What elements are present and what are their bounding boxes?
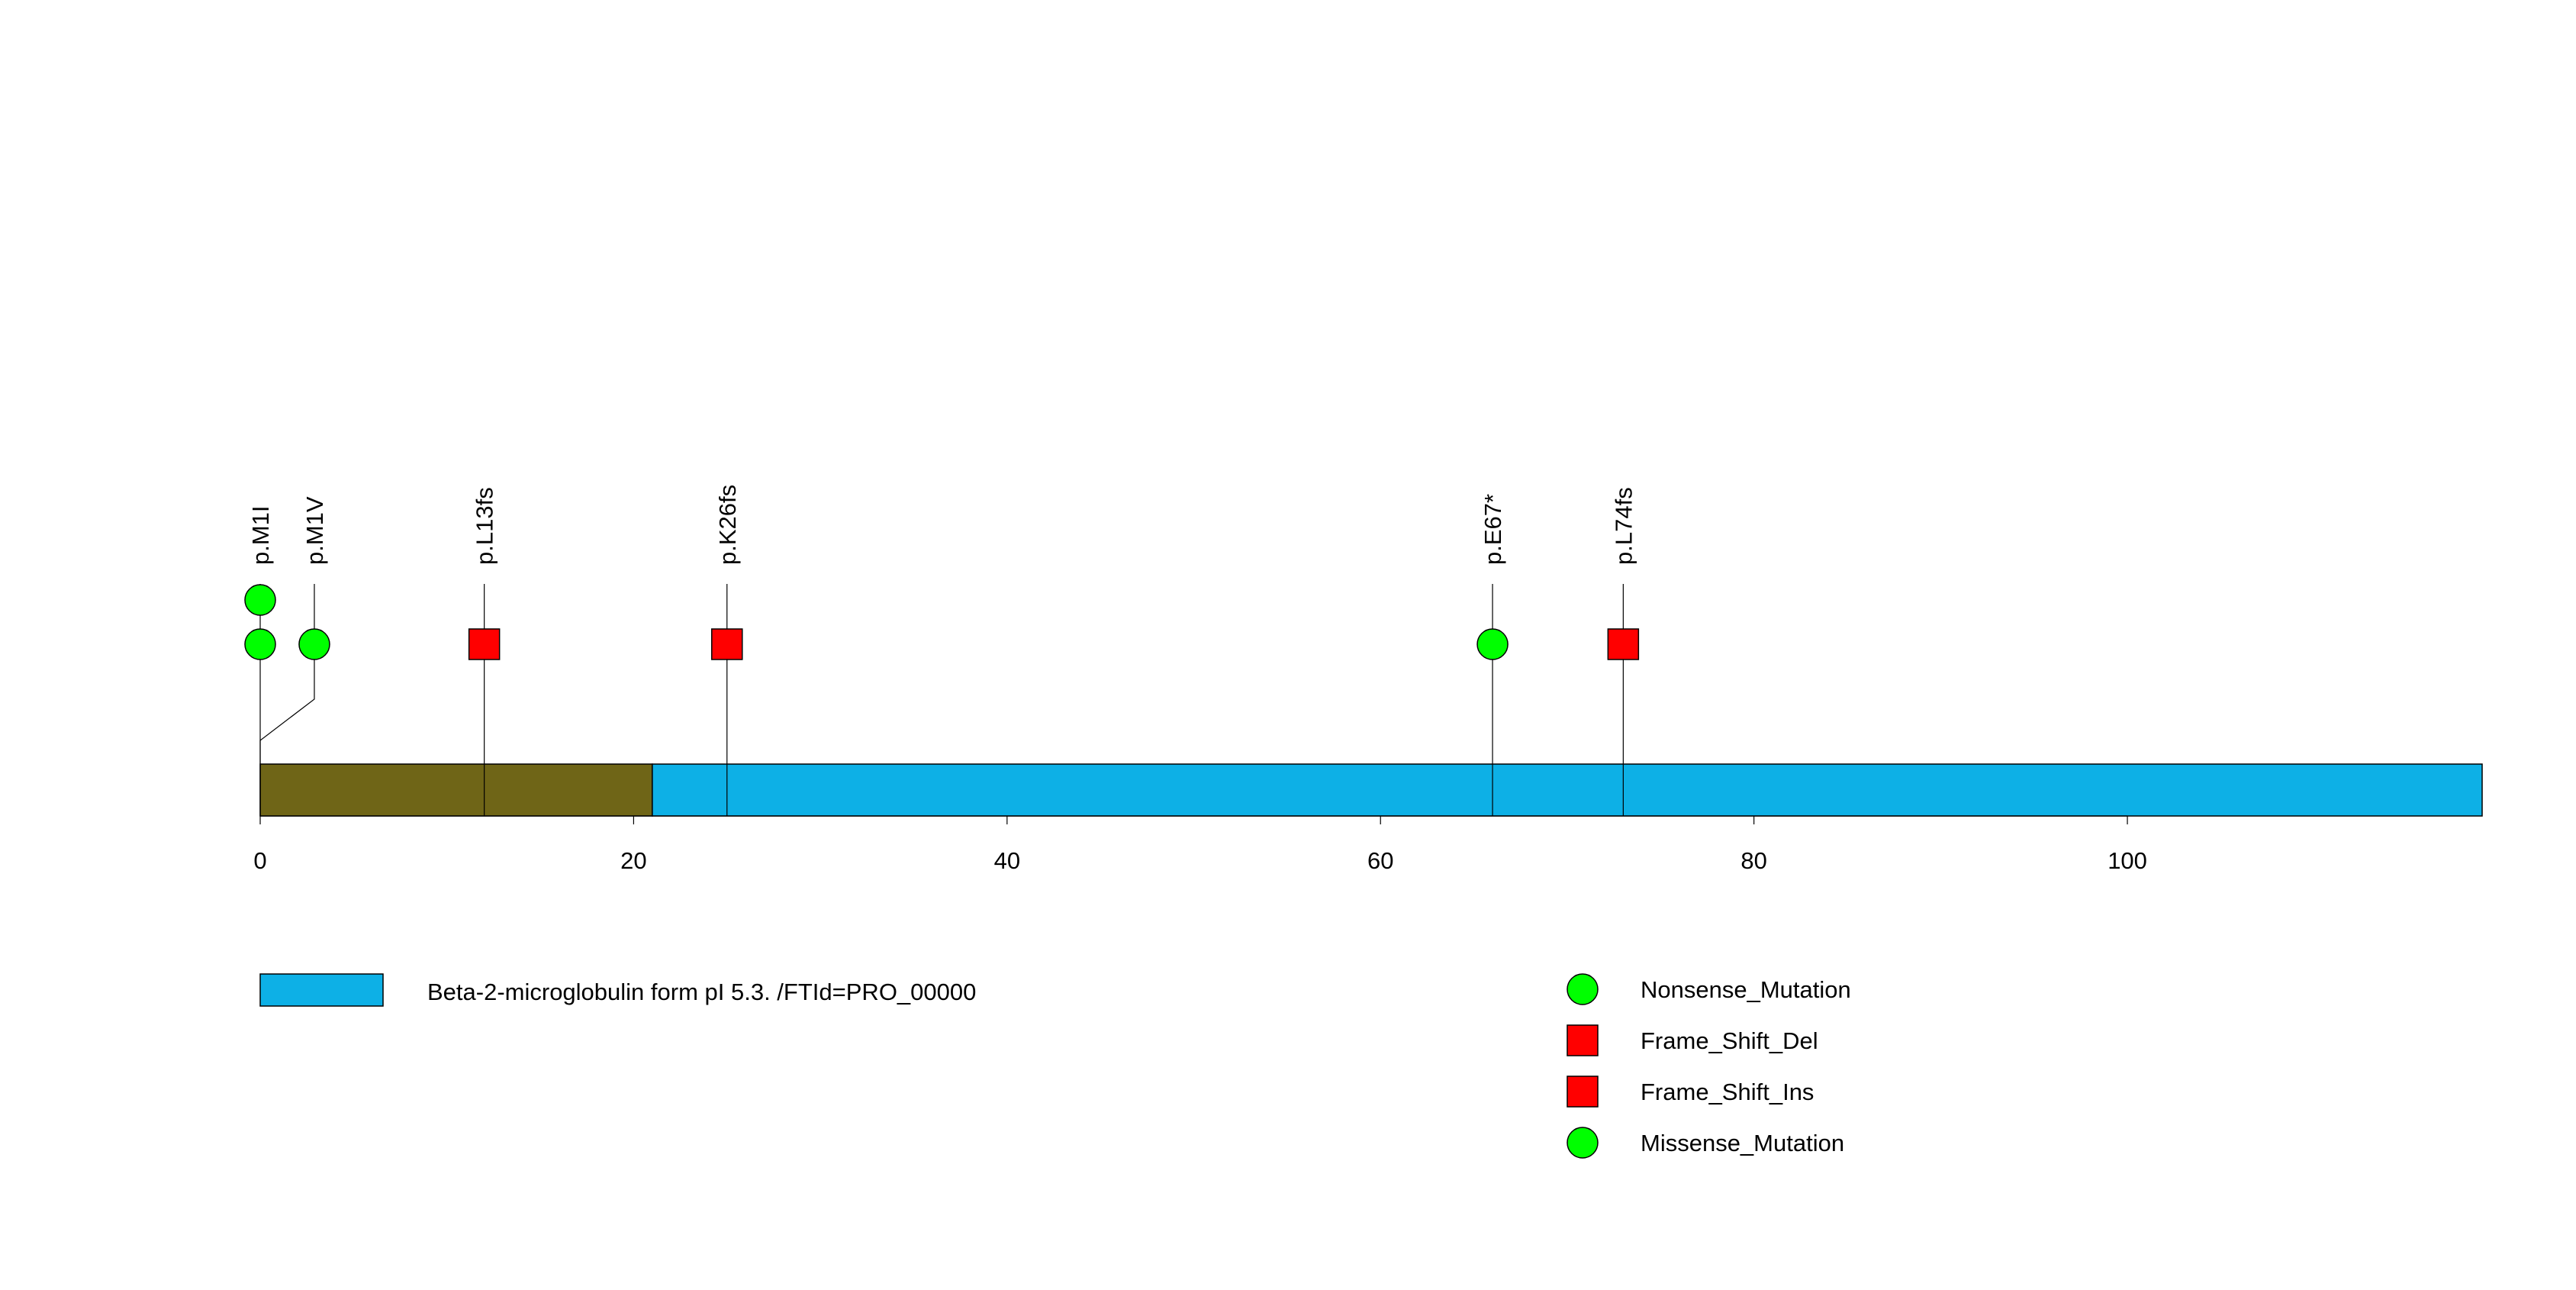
domain-1 [259,763,653,817]
marker-p-l74fs-1 [1607,628,1640,660]
legend-domain-label: Beta-2-microglobulin form pI 5.3. /FTId=… [427,979,976,1005]
marker-p-m1i-1 [244,628,276,660]
mutation-labels: p.M1I p.M1V p.L13fs p.K26fs p.E67* p.L74fs [247,485,1637,565]
legend-domain-swatch [259,973,384,1007]
tick-label-0: 0 [253,847,266,874]
tick-label-40: 40 [994,847,1020,874]
domain-2 [652,763,2483,817]
mutation-markers [244,584,1640,660]
protein-bar [259,763,2483,817]
marker-p-e67-1 [1476,628,1509,660]
legend-label-frame-shift-del: Frame_Shift_Del [1641,1027,1818,1054]
legend-label-frame-shift-ins: Frame_Shift_Ins [1641,1079,1814,1105]
marker-p-l13fs-1 [468,628,501,660]
tick-label-60: 60 [1367,847,1393,874]
marker-p-m1i-2 [244,584,276,616]
marker-p-k26fs-1 [711,628,743,660]
marker-p-m1v-1 [298,628,330,660]
tick-label-100: 100 [2107,847,2147,874]
mutation-label-p-e67: p.E67* [1480,494,1506,565]
x-axis: 0 20 40 60 80 100 [253,815,2147,874]
legend-domains: Beta-2-microglobulin form pI 5.3. /FTId=… [259,973,976,1007]
tick-label-20: 20 [620,847,646,874]
mutation-label-p-m1v: p.M1V [301,496,328,565]
mutation-label-p-l13fs: p.L13fs [472,487,498,565]
tick-label-80: 80 [1740,847,1766,874]
legend-symbol-missense-mutation [1567,1127,1599,1159]
mutation-position-lines [259,764,1624,816]
legend-symbol-frame-shift-ins [1567,1076,1599,1108]
mutation-stems [259,584,1624,764]
legend-symbol-frame-shift-del [1567,1024,1599,1056]
legend-symbol-nonsense-mutation [1567,973,1599,1005]
legend-mutation-types: Nonsense_Mutation Frame_Shift_Del Frame_Sh… [1567,973,1851,1159]
mutation-label-p-m1i: p.M1I [247,505,274,565]
legend-label-nonsense-mutation: Nonsense_Mutation [1641,976,1851,1003]
mutation-label-p-k26fs: p.K26fs [714,485,741,565]
mutation-label-p-l74fs: p.L74fs [1610,487,1637,565]
legend-label-missense-mutation: Missense_Mutation [1641,1130,1844,1156]
